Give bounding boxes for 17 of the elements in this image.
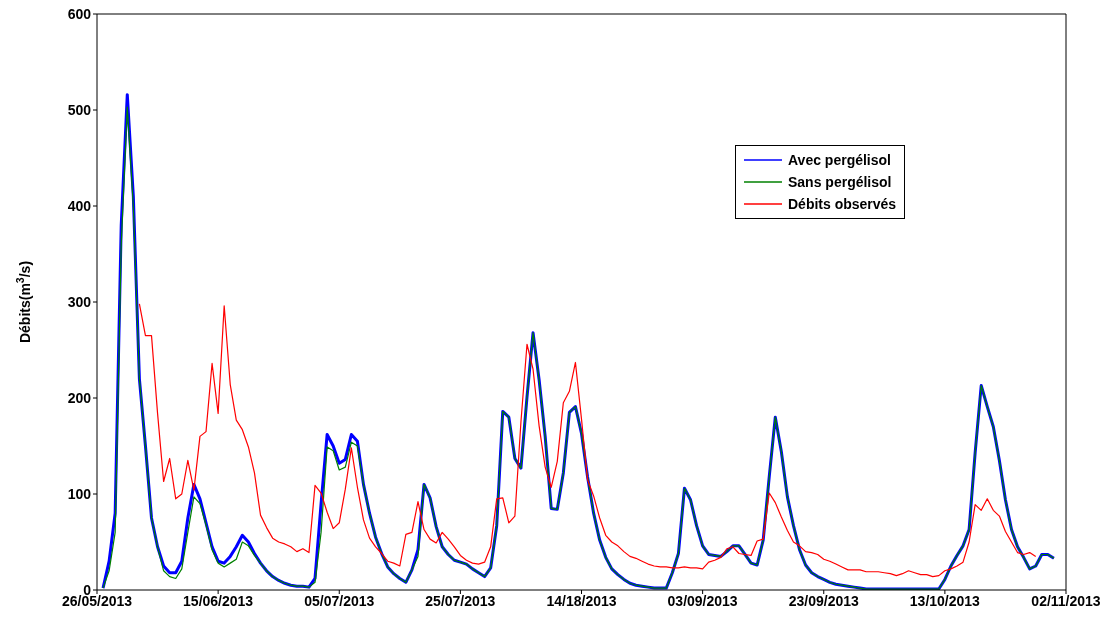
x-tick-label: 25/07/2013 (425, 592, 496, 609)
y-tick-label: 600 (67, 5, 92, 22)
x-tick-label: 03/09/2013 (667, 592, 738, 609)
x-tick-label: 14/18/2013 (546, 592, 617, 609)
x-tick-label: 02/11/2013 (1031, 592, 1101, 609)
y-tick-label: 400 (67, 197, 92, 214)
y-tick-label: 500 (67, 101, 92, 118)
legend-label: Sans pergélisol (788, 173, 892, 192)
y-tick-label: 200 (67, 389, 92, 406)
x-tick-label: 23/09/2013 (788, 592, 859, 609)
y-tick-label: 100 (67, 485, 92, 502)
x-tick-label: 13/10/2013 (909, 592, 981, 609)
x-tick-label: 15/06/2013 (183, 592, 254, 609)
legend-label: Avec pergélisol (788, 151, 891, 170)
x-tick-label: 05/07/2013 (304, 592, 375, 609)
y-tick-label: 300 (67, 293, 92, 310)
legend-label: Débits observés (788, 195, 897, 214)
